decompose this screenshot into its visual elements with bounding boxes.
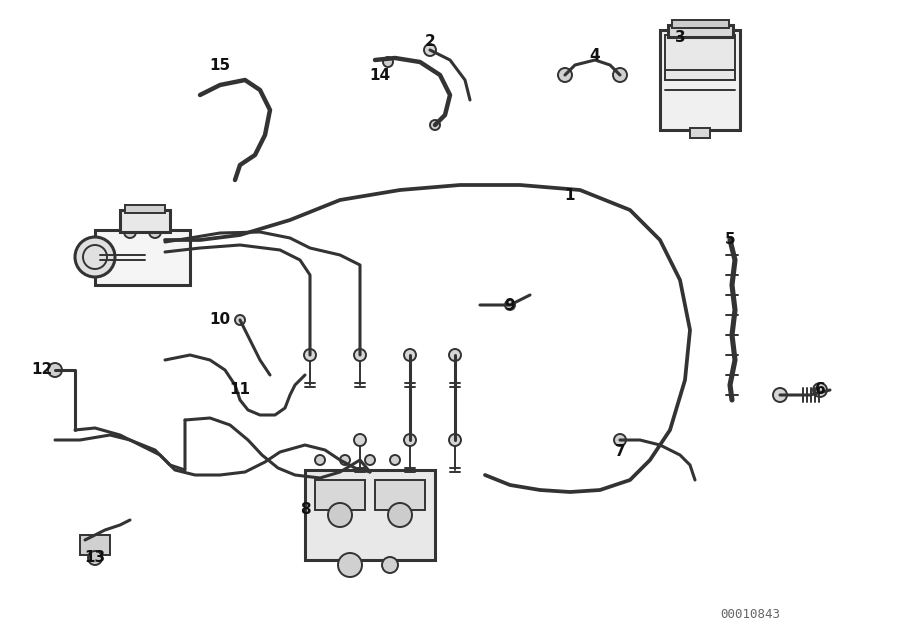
Circle shape bbox=[75, 237, 115, 277]
Text: 4: 4 bbox=[590, 48, 600, 62]
Bar bbox=[665, 35, 735, 80]
Bar bbox=[125, 205, 165, 213]
Text: 10: 10 bbox=[210, 312, 230, 328]
Circle shape bbox=[614, 434, 626, 446]
Circle shape bbox=[404, 434, 416, 446]
Circle shape bbox=[390, 455, 400, 465]
Bar bbox=[672, 20, 729, 28]
Text: 2: 2 bbox=[425, 34, 436, 50]
Circle shape bbox=[315, 455, 325, 465]
Bar bbox=[315, 480, 365, 510]
Circle shape bbox=[338, 553, 362, 577]
Circle shape bbox=[813, 383, 827, 397]
Bar bbox=[660, 30, 740, 130]
Circle shape bbox=[88, 551, 102, 565]
Circle shape bbox=[124, 226, 136, 238]
Circle shape bbox=[304, 349, 316, 361]
Circle shape bbox=[388, 503, 412, 527]
Circle shape bbox=[613, 68, 627, 82]
Bar bbox=[668, 25, 733, 37]
Circle shape bbox=[328, 503, 352, 527]
Circle shape bbox=[354, 349, 366, 361]
Text: 3: 3 bbox=[675, 30, 685, 46]
Circle shape bbox=[149, 226, 161, 238]
Text: 11: 11 bbox=[230, 382, 250, 398]
Circle shape bbox=[449, 349, 461, 361]
Circle shape bbox=[404, 349, 416, 361]
Circle shape bbox=[449, 434, 461, 446]
Text: 12: 12 bbox=[32, 363, 52, 377]
Circle shape bbox=[365, 455, 375, 465]
Circle shape bbox=[424, 44, 436, 56]
Bar bbox=[120, 210, 170, 232]
Text: 14: 14 bbox=[369, 67, 391, 83]
Circle shape bbox=[48, 363, 62, 377]
Circle shape bbox=[558, 68, 572, 82]
Bar bbox=[375, 480, 425, 510]
Bar bbox=[305, 470, 435, 560]
Circle shape bbox=[354, 434, 366, 446]
Text: 15: 15 bbox=[210, 58, 230, 72]
Text: 1: 1 bbox=[565, 187, 575, 203]
Text: 00010843: 00010843 bbox=[720, 608, 780, 622]
Bar bbox=[80, 535, 110, 555]
Circle shape bbox=[235, 315, 245, 325]
Circle shape bbox=[383, 57, 393, 67]
Text: 9: 9 bbox=[505, 298, 516, 312]
Text: 7: 7 bbox=[615, 444, 626, 460]
Circle shape bbox=[382, 557, 398, 573]
Text: 5: 5 bbox=[724, 232, 735, 248]
Text: 8: 8 bbox=[300, 502, 310, 518]
Bar bbox=[690, 128, 710, 138]
Text: 13: 13 bbox=[85, 551, 105, 566]
Circle shape bbox=[505, 300, 515, 310]
Circle shape bbox=[773, 388, 787, 402]
Circle shape bbox=[340, 455, 350, 465]
Bar bbox=[95, 230, 190, 285]
Text: 6: 6 bbox=[814, 382, 825, 398]
Circle shape bbox=[430, 120, 440, 130]
